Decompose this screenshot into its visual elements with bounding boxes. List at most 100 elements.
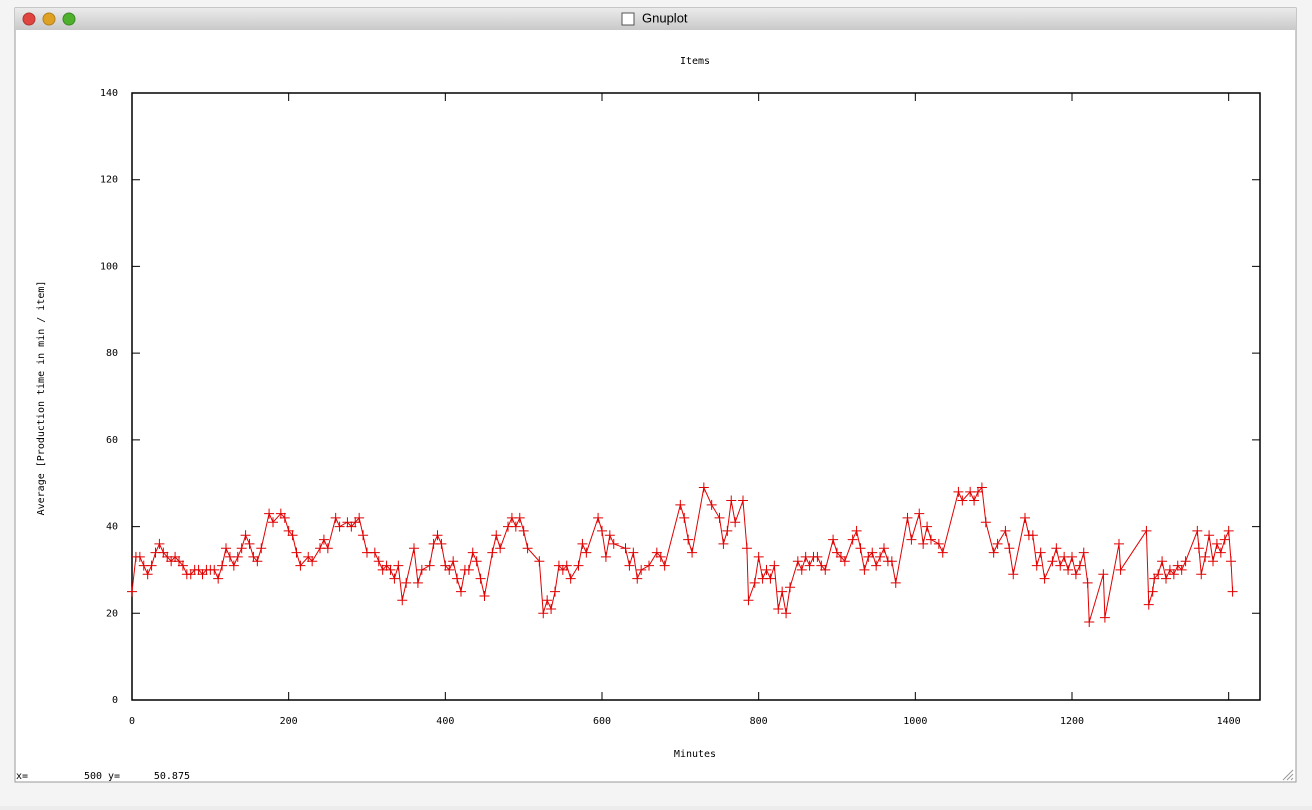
point-marker — [467, 547, 478, 558]
point-marker — [1164, 564, 1175, 575]
point-marker — [969, 495, 980, 506]
point-marker — [197, 569, 208, 580]
minimize-button[interactable] — [42, 12, 56, 26]
point-marker — [914, 508, 925, 519]
point-marker — [620, 543, 631, 554]
point-marker — [871, 560, 882, 571]
point-marker — [659, 560, 670, 571]
point-marker — [350, 517, 361, 528]
y-axis-label: Average [Production time in min / item] — [36, 281, 47, 516]
y-tick-label: 100 — [100, 261, 118, 272]
point-marker — [409, 543, 419, 554]
point-marker — [1099, 612, 1110, 623]
point-marker — [804, 560, 815, 571]
point-marker — [741, 543, 752, 554]
point-marker — [593, 512, 604, 523]
point-marker — [722, 525, 733, 536]
point-marker — [416, 564, 427, 575]
point-marker — [291, 547, 302, 558]
point-marker — [252, 556, 263, 567]
point-marker — [475, 573, 486, 584]
point-marker — [679, 512, 690, 523]
point-marker — [730, 517, 741, 528]
point-marker — [820, 564, 831, 575]
point-marker — [518, 525, 529, 536]
point-marker — [1204, 530, 1215, 541]
point-marker — [953, 486, 964, 497]
point-marker — [268, 517, 278, 528]
point-marker — [792, 556, 803, 567]
point-marker — [557, 564, 568, 575]
point-marker — [761, 564, 772, 575]
x11-icon — [621, 12, 635, 26]
point-marker — [448, 556, 459, 567]
y-tick-label: 80 — [106, 348, 118, 359]
point-marker — [812, 551, 823, 562]
point-marker — [698, 482, 709, 493]
point-marker — [577, 538, 588, 549]
point-marker — [1115, 564, 1126, 575]
point-marker — [307, 556, 318, 567]
point-marker — [142, 569, 153, 580]
point-marker — [1031, 560, 1042, 571]
point-marker — [565, 573, 576, 584]
x-tick-label: 400 — [436, 716, 454, 727]
point-marker — [738, 495, 748, 506]
point-marker — [886, 556, 897, 567]
point-marker — [604, 530, 615, 541]
chart-title: Items — [680, 56, 710, 67]
point-marker — [1157, 556, 1168, 567]
point-marker — [902, 512, 913, 523]
point-marker — [385, 564, 396, 575]
point-marker — [765, 573, 776, 584]
point-marker — [973, 486, 983, 497]
point-marker — [158, 547, 169, 558]
point-marker — [358, 530, 369, 541]
point-marker — [749, 577, 760, 588]
point-marker — [714, 512, 725, 523]
point-marker — [228, 560, 239, 571]
point-marker — [753, 551, 764, 562]
point-marker — [816, 560, 827, 571]
point-marker — [373, 556, 384, 567]
close-button[interactable] — [22, 12, 36, 26]
point-marker — [146, 560, 157, 571]
point-marker — [546, 603, 557, 614]
point-marker — [624, 560, 635, 571]
point-marker — [1070, 569, 1081, 580]
point-marker — [1176, 564, 1187, 575]
plot-border — [131, 92, 1261, 701]
point-marker — [687, 547, 698, 558]
point-marker — [256, 543, 267, 554]
point-marker — [1074, 560, 1085, 571]
point-marker — [295, 560, 306, 571]
point-marker — [264, 508, 275, 519]
point-marker — [863, 551, 874, 562]
y-tick-label: 40 — [106, 522, 118, 533]
point-marker — [655, 551, 666, 562]
point-marker — [185, 569, 196, 580]
point-marker — [773, 603, 784, 614]
point-marker — [867, 547, 878, 558]
point-marker — [1051, 543, 1062, 554]
point-marker — [209, 564, 220, 575]
y-tick-label: 120 — [100, 175, 118, 186]
zoom-button[interactable] — [62, 12, 76, 26]
point-marker — [1147, 586, 1158, 597]
point-marker — [244, 538, 255, 549]
resize-grip[interactable] — [1282, 769, 1294, 781]
point-marker — [561, 560, 572, 571]
point-marker — [636, 564, 647, 575]
point-marker — [248, 551, 259, 562]
window-title: Gnuplot — [642, 10, 688, 25]
point-marker — [1211, 538, 1222, 549]
x-tick-label: 1400 — [1217, 716, 1241, 727]
point-marker — [354, 512, 365, 523]
x-tick-label: 0 — [129, 716, 135, 727]
point-marker — [851, 525, 862, 536]
point-marker — [957, 495, 968, 506]
point-marker — [1196, 569, 1207, 580]
point-marker — [1227, 586, 1238, 597]
point-marker — [600, 551, 611, 562]
point-marker — [1008, 569, 1019, 580]
